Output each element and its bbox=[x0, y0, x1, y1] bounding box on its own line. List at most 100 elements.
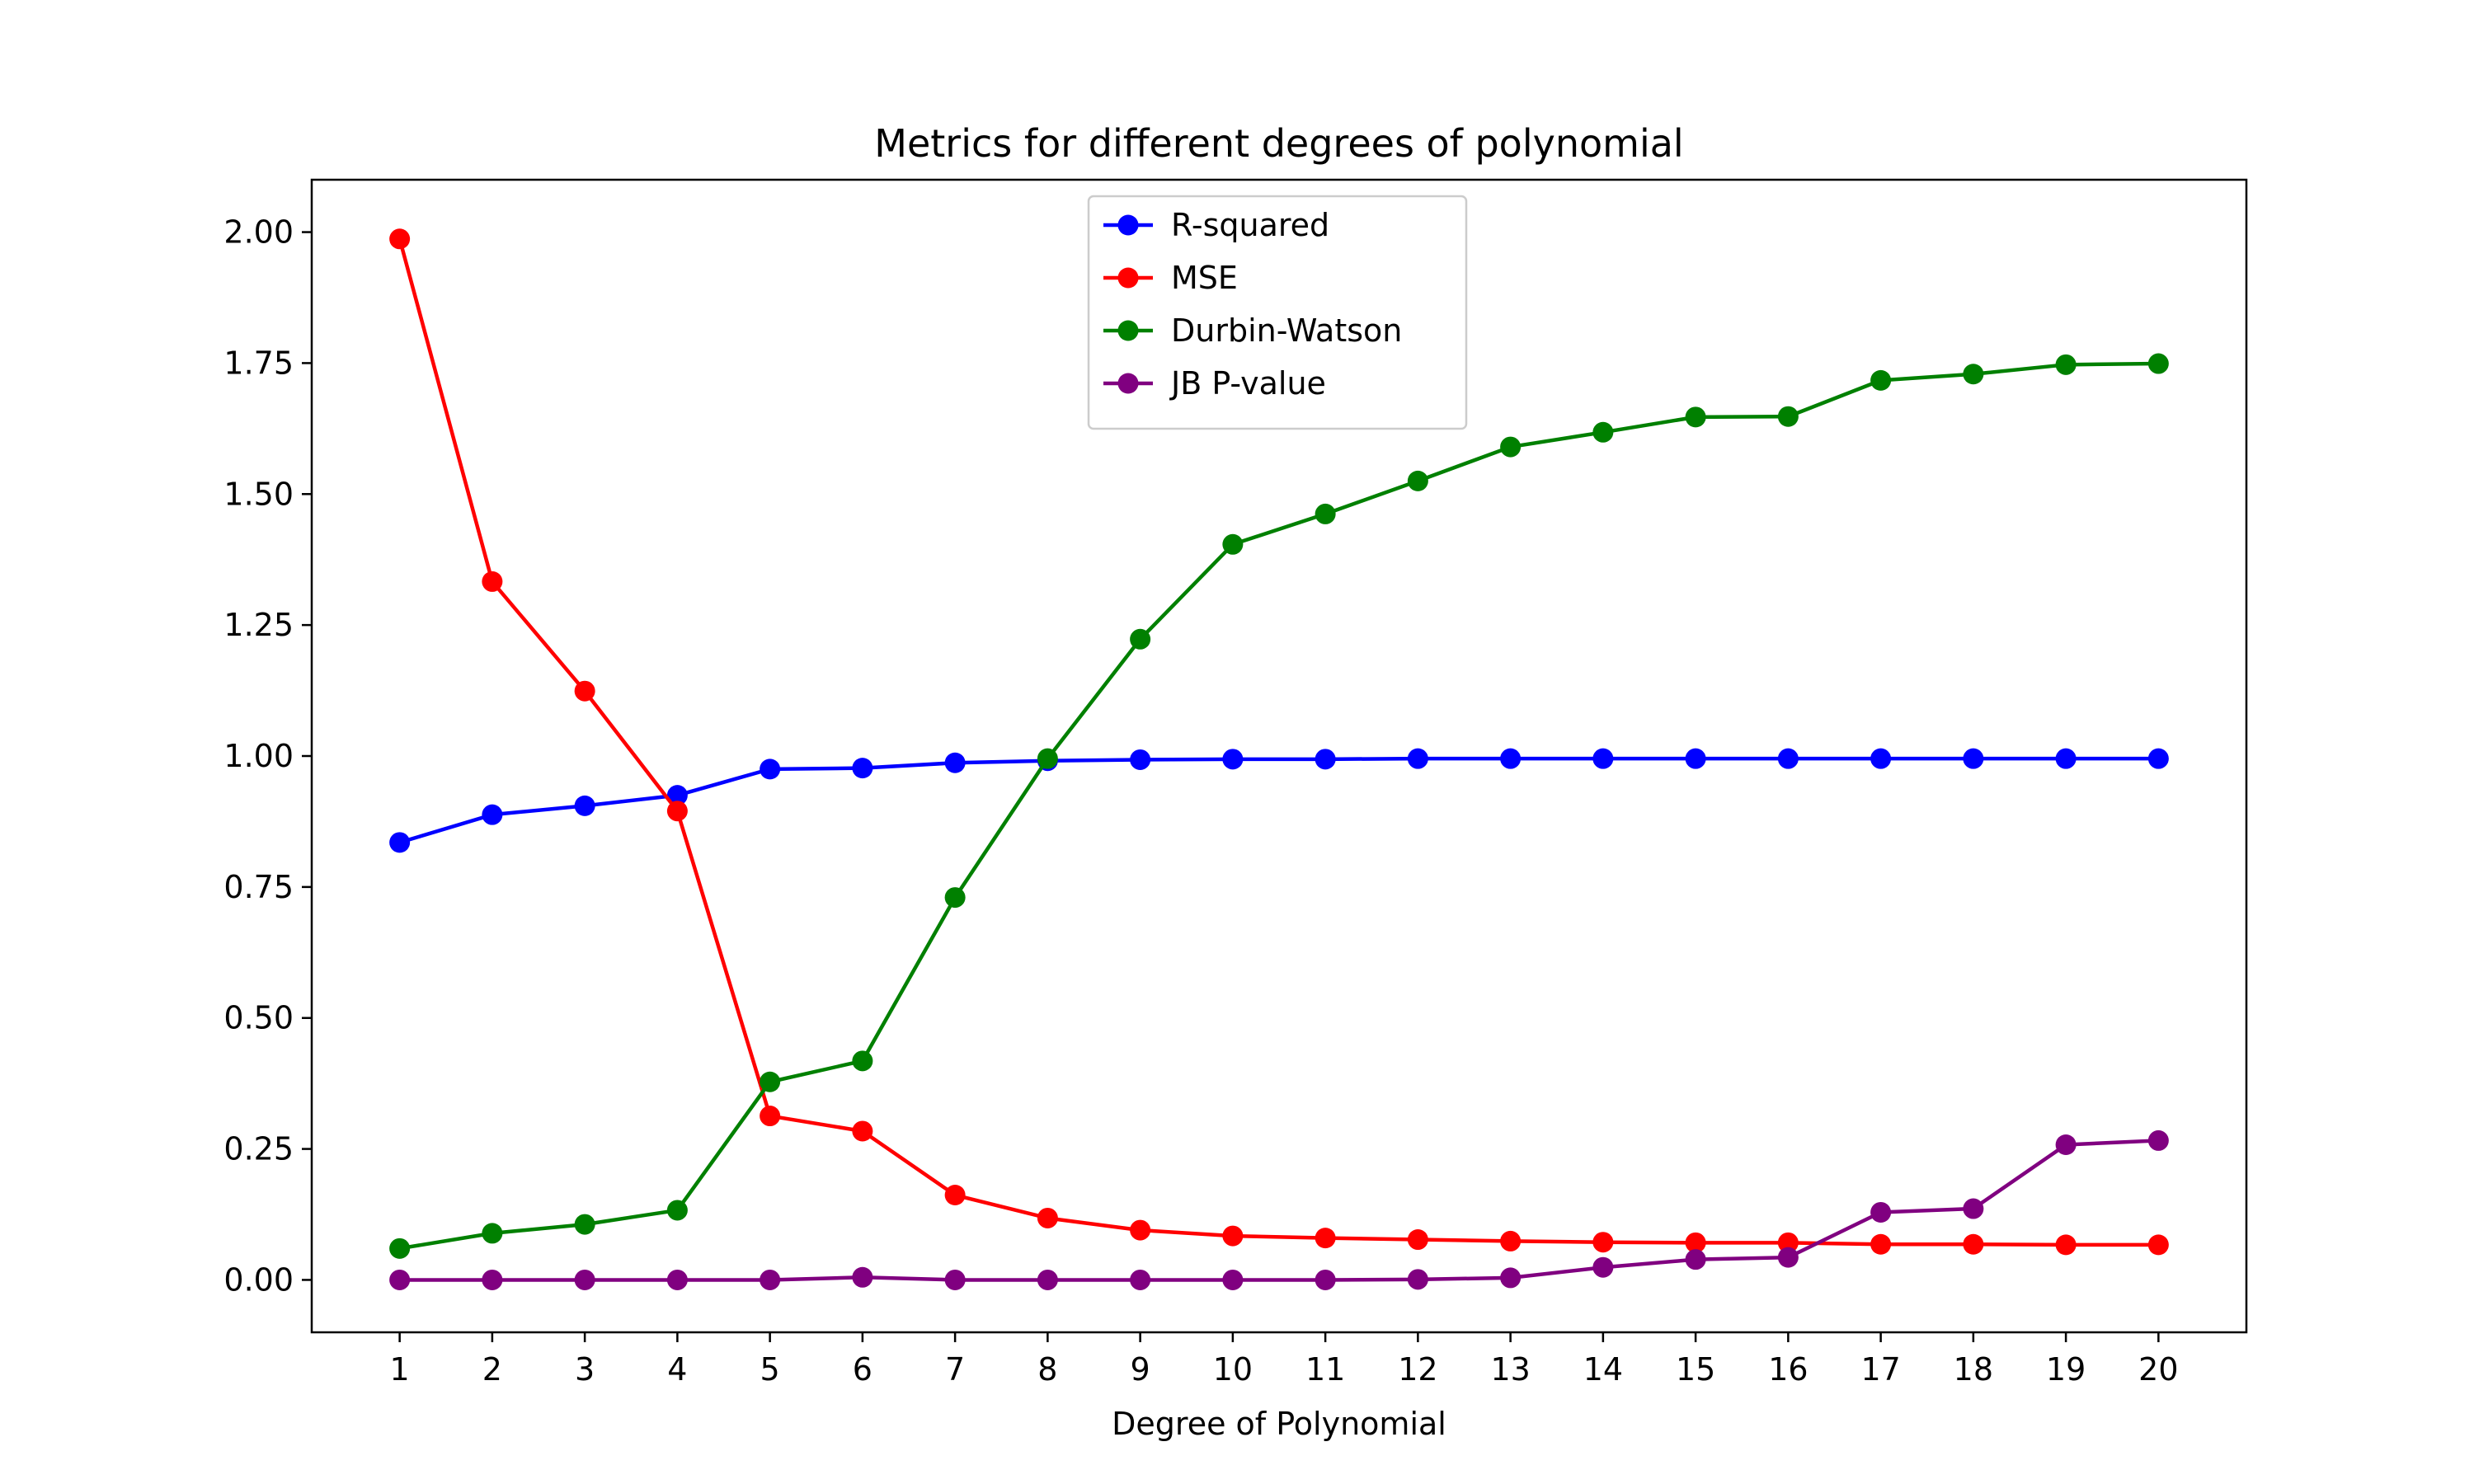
data-point bbox=[1130, 1219, 1151, 1241]
data-point bbox=[1777, 1247, 1799, 1268]
data-point bbox=[666, 1269, 688, 1290]
data-point bbox=[666, 785, 688, 806]
y-tick-label: 2.00 bbox=[223, 214, 294, 251]
data-point bbox=[1500, 1267, 1522, 1289]
data-point bbox=[389, 1269, 411, 1290]
chart-title: Metrics for different degrees of polynom… bbox=[874, 121, 1683, 166]
data-point bbox=[1407, 1229, 1428, 1251]
legend-entry: Durbin-Watson bbox=[1103, 312, 1402, 349]
series-jb-p-value bbox=[389, 1129, 2169, 1290]
data-point bbox=[1963, 1233, 1984, 1255]
plot-area bbox=[389, 228, 2169, 1290]
data-point bbox=[1592, 1256, 1614, 1278]
data-point bbox=[1407, 470, 1428, 491]
y-tick-label: 1.50 bbox=[223, 476, 294, 512]
data-point bbox=[1870, 1233, 1892, 1255]
data-point bbox=[944, 1185, 966, 1206]
data-point bbox=[1130, 1269, 1151, 1290]
data-point bbox=[666, 801, 688, 822]
data-point bbox=[1222, 533, 1244, 555]
data-point bbox=[1315, 503, 1336, 524]
x-tick-label: 15 bbox=[1676, 1351, 1715, 1388]
x-tick-label: 6 bbox=[853, 1351, 872, 1388]
data-point bbox=[2055, 354, 2077, 375]
legend-box bbox=[1087, 195, 1468, 430]
data-point bbox=[1500, 748, 1522, 769]
data-point bbox=[1222, 749, 1244, 770]
data-point bbox=[760, 1106, 781, 1127]
data-point bbox=[944, 887, 966, 909]
data-point bbox=[944, 1269, 966, 1290]
x-tick-label: 10 bbox=[1213, 1351, 1253, 1388]
data-point bbox=[852, 758, 873, 779]
x-tick-label: 18 bbox=[1954, 1351, 1993, 1388]
data-point bbox=[1777, 406, 1799, 427]
data-point bbox=[1777, 748, 1799, 769]
x-tick-label: 17 bbox=[1860, 1351, 1900, 1388]
data-point bbox=[760, 1071, 781, 1092]
legend-marker-swatch bbox=[1117, 373, 1139, 394]
data-point bbox=[1963, 1198, 1984, 1219]
x-tick-label: 9 bbox=[1131, 1351, 1150, 1388]
data-point bbox=[1222, 1225, 1244, 1247]
data-point bbox=[482, 1223, 503, 1244]
series-line bbox=[399, 361, 2159, 1251]
data-point bbox=[1592, 421, 1614, 443]
data-point bbox=[574, 680, 595, 702]
y-tick-label: 1.75 bbox=[223, 345, 294, 381]
series-line bbox=[397, 238, 2159, 1247]
y-tick-label: 0.25 bbox=[223, 1131, 294, 1167]
data-point bbox=[1870, 369, 1892, 391]
legend-marker-swatch bbox=[1117, 320, 1139, 341]
data-point bbox=[1500, 1230, 1522, 1252]
data-point bbox=[1315, 749, 1336, 770]
y-tick-label: 1.25 bbox=[223, 607, 294, 643]
y-tick-label: 0.50 bbox=[223, 1000, 294, 1036]
data-point bbox=[2147, 353, 2169, 374]
data-point bbox=[2147, 1129, 2169, 1151]
data-point bbox=[482, 1269, 503, 1290]
data-point bbox=[1407, 748, 1428, 769]
data-point bbox=[482, 571, 503, 592]
data-point bbox=[482, 804, 503, 825]
x-tick-label: 8 bbox=[1037, 1351, 1057, 1388]
legend-label: Durbin-Watson bbox=[1171, 312, 1402, 349]
data-point bbox=[852, 1050, 873, 1072]
data-point bbox=[1500, 436, 1522, 458]
y-tick-label: 1.00 bbox=[223, 738, 294, 774]
series-r-squared bbox=[389, 748, 2169, 853]
data-point bbox=[1592, 748, 1614, 769]
data-point bbox=[389, 228, 411, 250]
axis-ticks: 0.000.250.500.751.001.251.501.752.001 2 3 4… bbox=[223, 214, 2178, 1388]
x-tick-label: 12 bbox=[1398, 1351, 1437, 1388]
x-tick-label: 19 bbox=[2046, 1351, 2086, 1388]
data-point bbox=[1963, 748, 1984, 769]
x-tick-label: 16 bbox=[1768, 1351, 1808, 1388]
data-point bbox=[2147, 1234, 2169, 1256]
data-point bbox=[389, 832, 411, 853]
data-point bbox=[1130, 628, 1151, 650]
legend-label: JB P-value bbox=[1169, 365, 1326, 402]
legend-marker-swatch bbox=[1117, 267, 1139, 289]
x-tick-label: 4 bbox=[667, 1351, 687, 1388]
data-point bbox=[1685, 406, 1706, 428]
data-point bbox=[1777, 1232, 1799, 1253]
x-tick-label: 20 bbox=[2138, 1351, 2178, 1388]
data-point bbox=[574, 1214, 595, 1235]
data-point bbox=[1870, 748, 1892, 769]
series-line bbox=[398, 756, 2159, 845]
x-axis-label: Degree of Polynomial bbox=[1112, 1406, 1446, 1442]
data-point bbox=[2055, 748, 2077, 769]
x-tick-label: 1 bbox=[390, 1351, 410, 1388]
data-point bbox=[1037, 1269, 1058, 1290]
data-point bbox=[852, 1266, 873, 1288]
data-point bbox=[1685, 1249, 1706, 1270]
x-tick-label: 5 bbox=[760, 1351, 780, 1388]
data-point bbox=[1685, 1232, 1706, 1253]
data-point bbox=[1963, 364, 1984, 385]
legend-entry: MSE bbox=[1103, 260, 1238, 296]
x-tick-label: 3 bbox=[575, 1351, 595, 1388]
legend-marker-swatch bbox=[1117, 214, 1139, 236]
